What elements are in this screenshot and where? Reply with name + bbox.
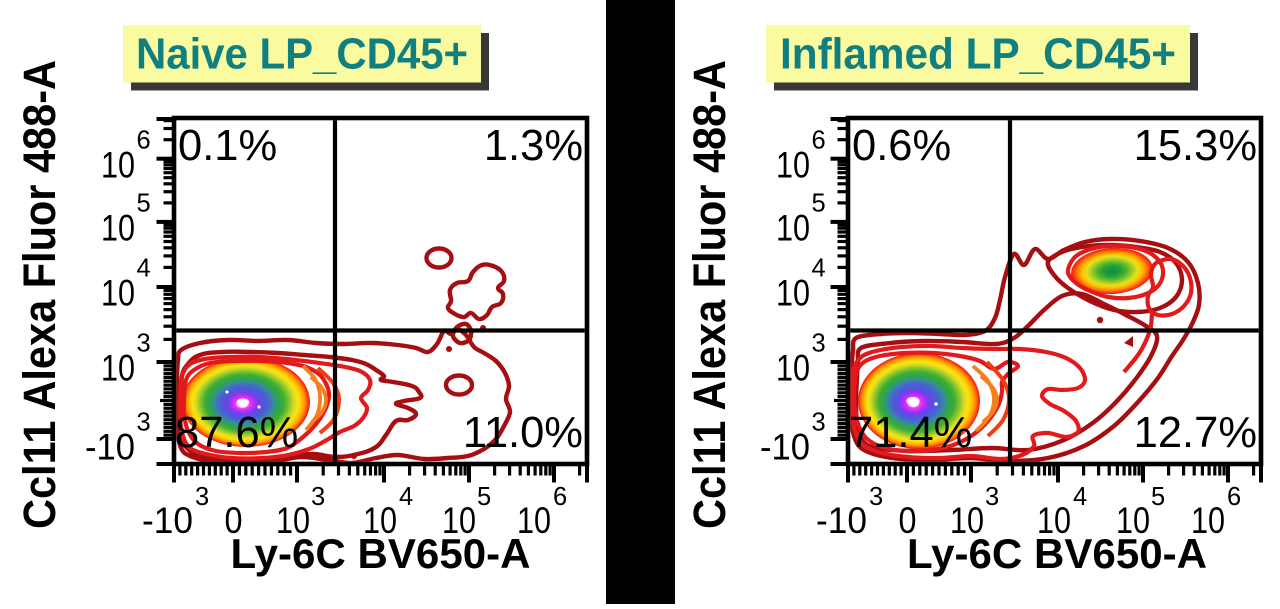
svg-text:10: 10 (442, 500, 476, 541)
svg-text:3: 3 (311, 483, 325, 511)
svg-text:6: 6 (1227, 483, 1241, 511)
svg-text:10: 10 (776, 348, 810, 389)
svg-text:12.7%: 12.7% (1134, 409, 1257, 457)
svg-text:6: 6 (137, 127, 151, 155)
svg-text:71.4%: 71.4% (849, 409, 972, 457)
svg-text:4: 4 (812, 255, 826, 283)
svg-text:3: 3 (985, 483, 999, 511)
svg-text:4: 4 (1073, 483, 1087, 511)
svg-text:3: 3 (812, 330, 826, 358)
svg-text:0: 0 (899, 500, 917, 541)
svg-text:5: 5 (812, 190, 826, 218)
svg-text:3: 3 (195, 483, 209, 511)
svg-text:10: 10 (276, 500, 310, 541)
svg-text:Ly-6C BV650-A: Ly-6C BV650-A (231, 530, 531, 577)
svg-text:4: 4 (399, 483, 413, 511)
svg-text:10: 10 (1116, 500, 1150, 541)
svg-text:10: 10 (1191, 500, 1225, 541)
svg-text:5: 5 (137, 190, 151, 218)
svg-text:10: 10 (950, 500, 984, 541)
svg-text:10: 10 (101, 348, 135, 389)
svg-text:3: 3 (137, 409, 151, 437)
svg-text:10: 10 (101, 145, 135, 186)
svg-text:-10: -10 (142, 500, 193, 541)
svg-text:3: 3 (869, 483, 883, 511)
svg-text:10: 10 (517, 500, 551, 541)
svg-text:10: 10 (776, 145, 810, 186)
svg-text:10: 10 (776, 208, 810, 249)
svg-text:4: 4 (137, 255, 151, 283)
svg-text:11.0%: 11.0% (463, 409, 583, 457)
svg-text:0: 0 (225, 500, 243, 541)
svg-text:-10: -10 (816, 500, 867, 541)
svg-text:0.1%: 0.1% (178, 122, 277, 170)
svg-text:-10: -10 (760, 427, 810, 468)
svg-text:10: 10 (101, 208, 135, 249)
svg-text:15.3%: 15.3% (1134, 122, 1257, 170)
svg-text:5: 5 (1151, 483, 1165, 511)
svg-text:87.6%: 87.6% (175, 409, 298, 457)
svg-text:Ccl11 Alexa Fluor 488-A: Ccl11 Alexa Fluor 488-A (684, 60, 735, 529)
svg-text:10: 10 (101, 273, 135, 314)
svg-text:1.3%: 1.3% (484, 122, 583, 170)
svg-text:10: 10 (1037, 500, 1071, 541)
svg-text:6: 6 (812, 127, 826, 155)
svg-text:3: 3 (137, 330, 151, 358)
svg-text:0.6%: 0.6% (852, 122, 951, 170)
svg-text:Naive LP_CD45+: Naive LP_CD45+ (136, 31, 468, 79)
svg-text:10: 10 (776, 273, 810, 314)
svg-text:Inflamed LP_CD45+: Inflamed LP_CD45+ (780, 31, 1176, 79)
svg-text:5: 5 (477, 483, 491, 511)
svg-text:6: 6 (553, 483, 567, 511)
svg-text:-10: -10 (85, 427, 135, 468)
svg-text:Ccl11 Alexa Fluor 488-A: Ccl11 Alexa Fluor 488-A (14, 60, 65, 529)
svg-text:10: 10 (363, 500, 397, 541)
svg-text:Ly-6C BV650-A: Ly-6C BV650-A (907, 530, 1207, 577)
svg-text:3: 3 (812, 409, 826, 437)
